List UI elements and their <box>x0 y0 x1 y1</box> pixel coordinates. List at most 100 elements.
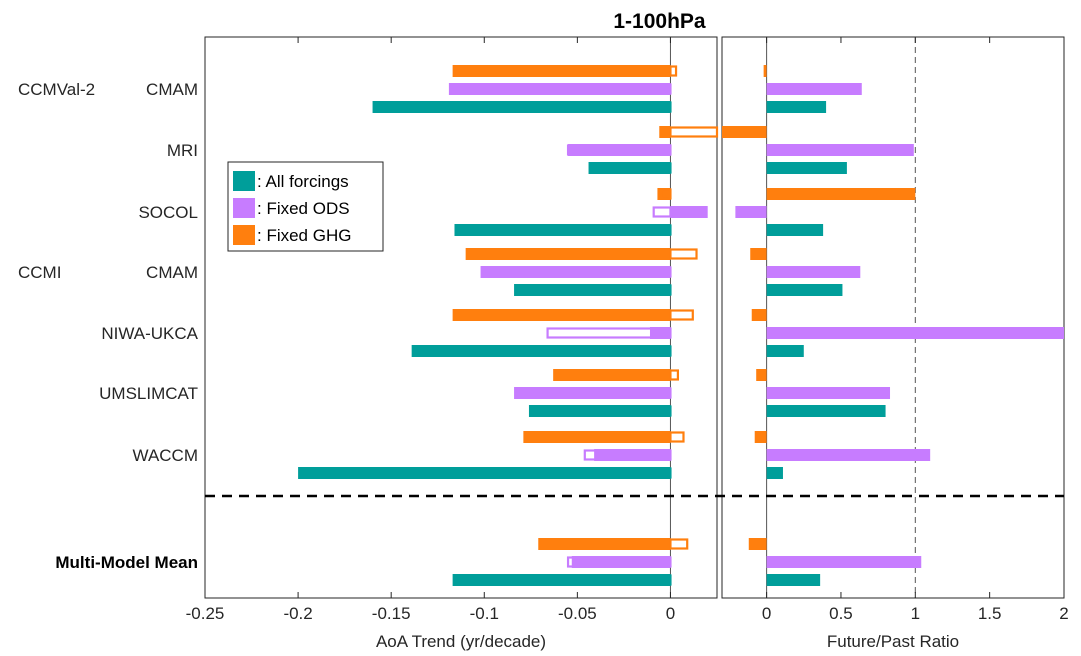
x-tick-label: -0.2 <box>283 604 312 623</box>
bar-right <box>766 467 783 479</box>
x-tick-label: -0.15 <box>372 604 411 623</box>
category-label-mean: Multi-Model Mean <box>55 553 198 572</box>
bar-right <box>735 206 767 218</box>
bar-left-hollow <box>527 83 672 95</box>
x-axis-label: Future/Past Ratio <box>827 632 959 651</box>
bar-right <box>756 369 767 381</box>
bar-left-hollow <box>553 405 672 417</box>
bar-right <box>766 284 843 296</box>
bar-left-hollow <box>546 327 672 339</box>
bar-left-hollow <box>552 101 672 113</box>
bar-right <box>766 266 861 278</box>
right-panel-frame <box>721 36 1065 599</box>
bar-left-hollow <box>585 224 672 236</box>
bar-left-filled <box>538 538 671 550</box>
bar-left-hollow <box>669 126 719 138</box>
x-tick-label: 1.5 <box>978 604 1002 623</box>
bar-right <box>766 387 891 399</box>
x-tick-label: -0.05 <box>558 604 597 623</box>
bar-left-hollow <box>669 248 698 260</box>
x-tick-label: -0.25 <box>186 604 225 623</box>
bar-left-filled <box>372 101 671 113</box>
bar-left-filled <box>568 144 671 156</box>
bar-right <box>751 309 767 321</box>
bar-left-hollow <box>566 556 672 568</box>
bar-left-hollow <box>669 65 678 77</box>
bar-left-filled <box>465 248 671 260</box>
bar-right <box>722 126 767 138</box>
bar-right <box>766 224 824 236</box>
left-panel-frame <box>204 36 718 599</box>
category-label: SOCOL <box>138 203 198 222</box>
bar-left-filled <box>523 431 671 443</box>
bar-left-filled <box>553 369 671 381</box>
bar-left-hollow <box>591 574 672 586</box>
category-label: CMAM <box>146 80 198 99</box>
group-label: CCMVal-2 <box>18 80 95 99</box>
bar-right <box>766 556 922 568</box>
bar-left-filled <box>649 327 671 339</box>
bar-right <box>750 248 767 260</box>
bar-left-filled <box>452 309 671 321</box>
x-tick-label: 2 <box>1059 604 1068 623</box>
bar-left-hollow <box>583 449 672 461</box>
legend-swatch <box>233 171 255 191</box>
bar-left-hollow <box>624 162 672 174</box>
bar-right <box>766 405 886 417</box>
bar-left-hollow <box>660 188 672 200</box>
bar-left-hollow <box>566 144 672 156</box>
bar-left-filled <box>514 387 671 399</box>
category-label: NIWA-UKCA <box>101 324 198 343</box>
x-tick-label: 0 <box>762 604 771 623</box>
bar-left-hollow <box>669 431 685 443</box>
x-axis-label: AoA Trend (yr/decade) <box>376 632 546 651</box>
bar-left-filled <box>670 206 708 218</box>
bar-left-filled <box>480 266 671 278</box>
bar-left-filled <box>659 126 671 138</box>
bar-right <box>763 65 767 77</box>
group-label: CCMI <box>18 263 61 282</box>
bar-right <box>754 431 767 443</box>
bar-right <box>766 188 916 200</box>
bar-right <box>766 101 827 113</box>
category-label: CMAM <box>146 263 198 282</box>
legend-label: : Fixed GHG <box>257 226 351 245</box>
bar-left-hollow <box>604 345 672 357</box>
category-label: MRI <box>167 141 198 160</box>
legend-label: : Fixed ODS <box>257 199 350 218</box>
x-tick-label: 0.5 <box>829 604 853 623</box>
legend-swatch <box>233 198 255 218</box>
bar-left-hollow <box>591 284 672 296</box>
bar-left-filled <box>454 224 671 236</box>
bar-left-hollow <box>669 309 694 321</box>
category-label: WACCM <box>133 446 198 465</box>
bar-left-filled <box>448 83 671 95</box>
bar-right <box>766 83 862 95</box>
bar-left-filled <box>452 65 671 77</box>
bar-left-hollow <box>548 266 672 278</box>
bar-left-filled <box>452 574 671 586</box>
bar-left-filled <box>594 449 671 461</box>
bar-left-hollow <box>669 538 689 550</box>
bar-left-filled <box>298 467 671 479</box>
bar-right <box>766 162 847 174</box>
chart-title: 1-100hPa <box>613 10 706 33</box>
bar-left-hollow <box>652 206 672 218</box>
x-tick-label: -0.1 <box>470 604 499 623</box>
bar-right <box>766 327 1064 339</box>
bar-left-filled <box>588 162 671 174</box>
bar-right <box>766 574 821 586</box>
x-tick-label: 0 <box>666 604 675 623</box>
legend-swatch <box>233 225 255 245</box>
x-tick-label: 1 <box>911 604 920 623</box>
bar-right <box>766 345 804 357</box>
bar-left-filled <box>571 556 671 568</box>
category-label: UMSLIMCAT <box>99 384 198 403</box>
bar-left-hollow <box>669 369 680 381</box>
bar-left-filled <box>528 405 671 417</box>
bar-right <box>748 538 767 550</box>
bar-right <box>766 144 914 156</box>
bar-left-hollow <box>535 387 672 399</box>
